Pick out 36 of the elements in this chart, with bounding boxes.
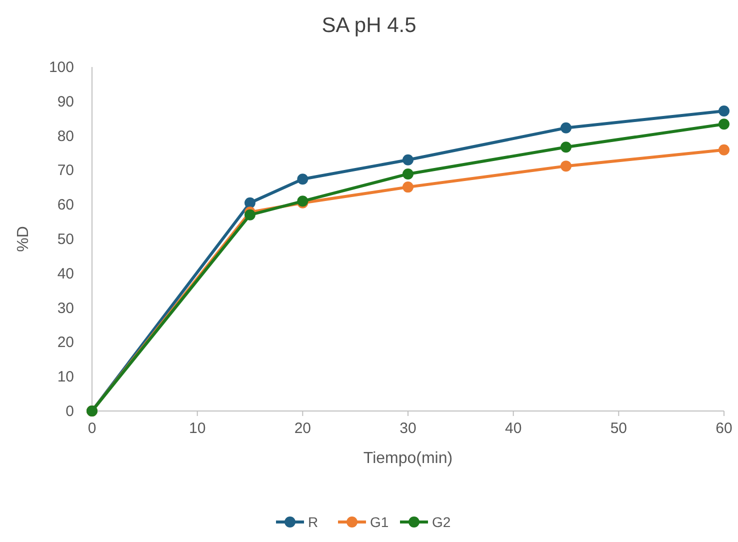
point <box>718 106 730 117</box>
x-tick-label: 30 <box>400 420 416 437</box>
x-axis-title: Tiempo(min) <box>363 450 453 467</box>
point <box>244 209 256 220</box>
x-tick-label: 0 <box>88 420 96 437</box>
y-tick-label: 30 <box>57 300 74 317</box>
chart-title: SA pH 4.5 <box>322 14 416 37</box>
x-tick-label: 20 <box>294 420 312 437</box>
y-tick-label: 10 <box>57 368 74 386</box>
y-tick-label: 70 <box>57 162 74 180</box>
x-tick-label: 10 <box>188 420 206 437</box>
legend-label: G1 <box>370 514 389 530</box>
x-tick-label: 60 <box>716 420 732 437</box>
y-tick-label: 40 <box>57 265 74 282</box>
point <box>402 168 414 180</box>
y-axis-title: %D <box>15 226 32 252</box>
legend-label: R <box>308 514 318 530</box>
y-tick-label: 60 <box>57 196 74 214</box>
point <box>244 197 256 208</box>
point <box>718 118 730 130</box>
y-tick-label: 90 <box>57 93 74 110</box>
point <box>402 154 414 166</box>
x-tick-label: 50 <box>610 420 628 437</box>
point <box>402 182 414 193</box>
point <box>297 174 308 185</box>
y-tick-label: 100 <box>48 59 74 76</box>
y-tick-label: 50 <box>57 231 74 248</box>
point <box>560 142 572 153</box>
y-tick-label: 20 <box>57 334 74 352</box>
y-tick-label: 0 <box>66 403 74 420</box>
point <box>718 144 730 156</box>
legend-label: G2 <box>432 514 451 530</box>
x-tick-label: 40 <box>504 420 522 437</box>
y-tick-label: 80 <box>57 128 74 145</box>
point <box>560 160 572 172</box>
point <box>560 122 572 134</box>
